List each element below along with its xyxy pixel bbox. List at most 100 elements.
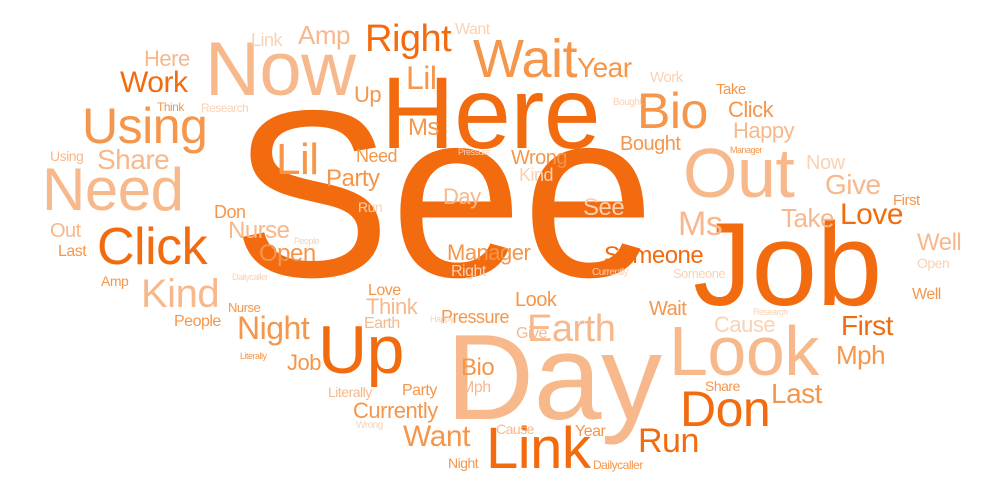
word: Well (912, 286, 941, 303)
word: Want (455, 21, 490, 38)
word: Last (58, 243, 87, 260)
word: Open (917, 255, 950, 271)
word: Work (120, 66, 188, 99)
word: Dailycaller (593, 458, 643, 472)
word: Lil (406, 60, 437, 96)
word: Job (693, 199, 882, 331)
word: Currently (592, 267, 629, 278)
word: Wrong (356, 420, 383, 431)
word: Mph (836, 340, 886, 370)
word: Research (753, 307, 788, 317)
word: Party (326, 165, 380, 192)
word: Year (577, 52, 632, 83)
word: Job (287, 350, 321, 375)
word: Share (97, 144, 170, 175)
word: Need (356, 146, 398, 166)
word: Happy (430, 314, 454, 324)
word: People (294, 236, 320, 246)
word: Think (366, 294, 418, 319)
word: Click (97, 218, 208, 276)
word: Year (575, 423, 606, 440)
word: Kind (141, 272, 220, 316)
word: Think (157, 100, 184, 114)
word: Now (205, 27, 356, 112)
word: Nurse (228, 300, 261, 315)
word: Day (446, 309, 662, 445)
word: Give (516, 325, 547, 342)
word: Right (365, 18, 452, 60)
word: Mph (461, 379, 491, 396)
word: See (232, 62, 654, 327)
word: Using (82, 98, 208, 154)
word: Dailycaller (232, 272, 269, 282)
word: Link (251, 30, 283, 50)
word: Link (486, 416, 591, 481)
word: Party (402, 382, 437, 399)
word: Earth (364, 315, 400, 332)
word: Bio (637, 83, 708, 139)
word: Ms (678, 205, 723, 243)
word: Now (806, 152, 845, 174)
word: Night (237, 310, 310, 346)
word: Right (451, 263, 486, 280)
word: Well (917, 229, 962, 256)
word: Need (42, 156, 184, 223)
word: Cause (496, 421, 534, 437)
word: Lil (276, 135, 319, 184)
word: Want (403, 420, 470, 453)
word: Someone (673, 266, 726, 281)
word: Look (515, 289, 557, 311)
word: Open (259, 240, 316, 267)
word: See (583, 194, 625, 221)
word: Out (50, 220, 81, 242)
word: Up (354, 82, 382, 107)
word: Here (381, 56, 601, 170)
word: Here (144, 46, 190, 71)
word: Research (201, 101, 249, 115)
word: Cause (714, 312, 776, 337)
word: Run (358, 199, 383, 215)
word: Run (638, 422, 699, 460)
word: Bio (461, 354, 495, 381)
word: Kind (519, 165, 554, 185)
word: Work (650, 69, 683, 86)
word: Amp (101, 273, 129, 289)
word: Happy (733, 118, 795, 143)
word: Pressure (441, 307, 510, 327)
word: Someone (604, 242, 704, 269)
word: Don (214, 202, 246, 222)
word: Manager (730, 145, 763, 155)
word: Amp (298, 20, 350, 50)
word: Take (781, 203, 834, 233)
word: Share (705, 378, 740, 394)
word: Literally (240, 351, 267, 361)
word: Wait (649, 298, 687, 320)
word: Don (680, 381, 771, 437)
word: Earth (527, 308, 616, 350)
word: First (841, 310, 893, 341)
word: Love (840, 198, 904, 231)
word: Up (318, 312, 404, 388)
word: Literally (328, 384, 372, 400)
word: Nurse (228, 217, 290, 244)
word: Night (448, 455, 479, 471)
word: Give (825, 169, 881, 200)
word: First (893, 192, 920, 209)
word: Day (443, 184, 481, 209)
word: Wait (473, 29, 578, 89)
word: Pressure (458, 147, 491, 157)
word: Love (368, 282, 401, 299)
word: Out (683, 134, 795, 212)
word: Ms (408, 114, 440, 141)
word: People (174, 313, 221, 330)
word: Click (728, 97, 774, 122)
word: Last (771, 378, 822, 409)
word: Look (669, 312, 819, 390)
word: Manager (447, 240, 531, 265)
word: Bought (620, 133, 681, 155)
word: Wrong (511, 147, 568, 169)
word: Using (50, 148, 84, 164)
word: Currently (353, 398, 438, 423)
word: Take (716, 81, 746, 98)
